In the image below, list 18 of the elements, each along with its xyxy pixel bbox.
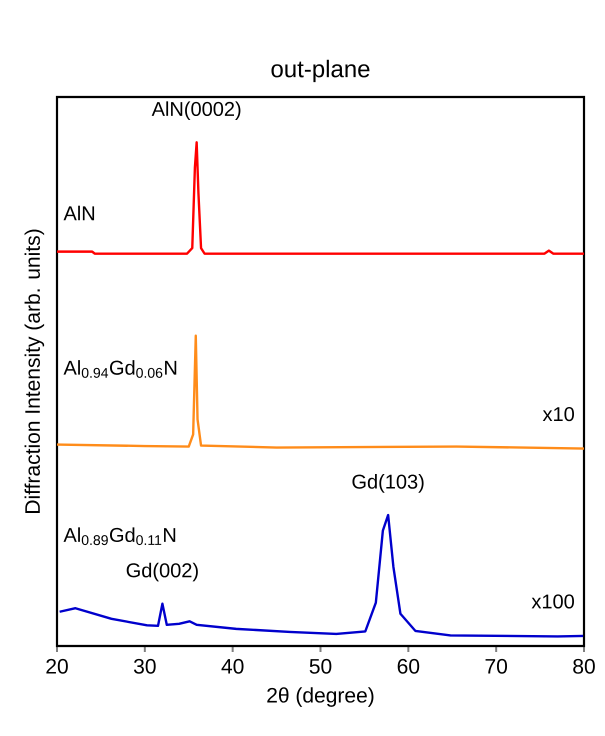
y-axis-title: Diffraction Intensity (arb. units) xyxy=(24,230,44,513)
annotation: x10 xyxy=(542,407,574,422)
series-label: AlN xyxy=(64,206,94,220)
x-tick-label: 20 xyxy=(46,658,68,674)
x-tick-label: 60 xyxy=(398,658,420,674)
annotation: Gd(002) xyxy=(126,562,198,582)
annotation: Gd(103) xyxy=(352,474,424,493)
annotation: AlN(0002) xyxy=(152,101,240,120)
text: Al$_{0.89}$Gd$_{0.11}$N xyxy=(64,527,176,546)
x-tick-label: 30 xyxy=(134,658,156,674)
x-axis-title: 2θ (degree) xyxy=(267,687,374,707)
x-tick-label: 80 xyxy=(573,658,595,674)
chart-title: out-plane xyxy=(271,60,370,82)
x-tick-label: 70 xyxy=(486,658,508,674)
x-tick-label: 40 xyxy=(221,658,244,674)
series-label: Al$_{0.94}$Gd$_{0.06}$N xyxy=(64,360,176,378)
x-tick-label: 50 xyxy=(310,658,332,674)
annotation: x100 xyxy=(532,594,574,609)
